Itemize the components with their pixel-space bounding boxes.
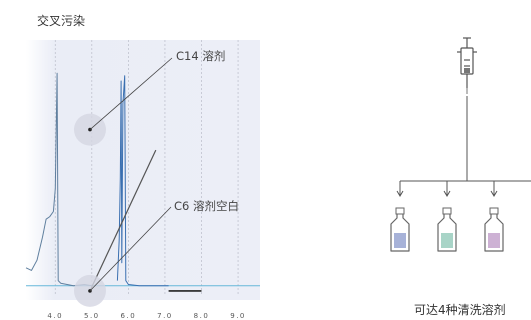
x-tick-label: 5.0 [84,312,100,320]
x-axis-ticks: 4.0 5.0 6.0 7.0 8.0 9.0 [47,312,246,320]
x-tick-label: 4.0 [47,312,63,320]
diagonal-trend-line [89,149,157,292]
x-tick-label: 6.0 [121,312,137,320]
callout-leader-line [89,206,172,292]
chromatogram-chart: 4.0 5.0 6.0 7.0 8.0 9.0 [25,40,260,320]
callout-label-c6-blank: C6 溶剂空白 [174,199,240,213]
plot-background [26,40,260,300]
chart-callouts [73,57,173,307]
chart-title: 交叉污染 [37,14,86,28]
diagram-caption: 可达4种清洗溶剂 [414,303,506,317]
syringe-icon [457,37,477,94]
chart-series [25,72,202,292]
callout-leader-line [89,57,173,130]
series-line [25,72,92,287]
vial-icon [390,207,410,252]
vial-icon [484,207,504,252]
distribution-lines [396,96,531,197]
x-tick-label: 7.0 [157,312,173,320]
x-tick-label: 8.0 [194,312,210,320]
callout-label-c14: C14 溶剂 [176,49,226,63]
vial-icon [437,207,457,252]
x-tick-label: 9.0 [230,312,246,320]
wash-solvent-diagram [390,37,531,252]
series-line [116,75,169,287]
